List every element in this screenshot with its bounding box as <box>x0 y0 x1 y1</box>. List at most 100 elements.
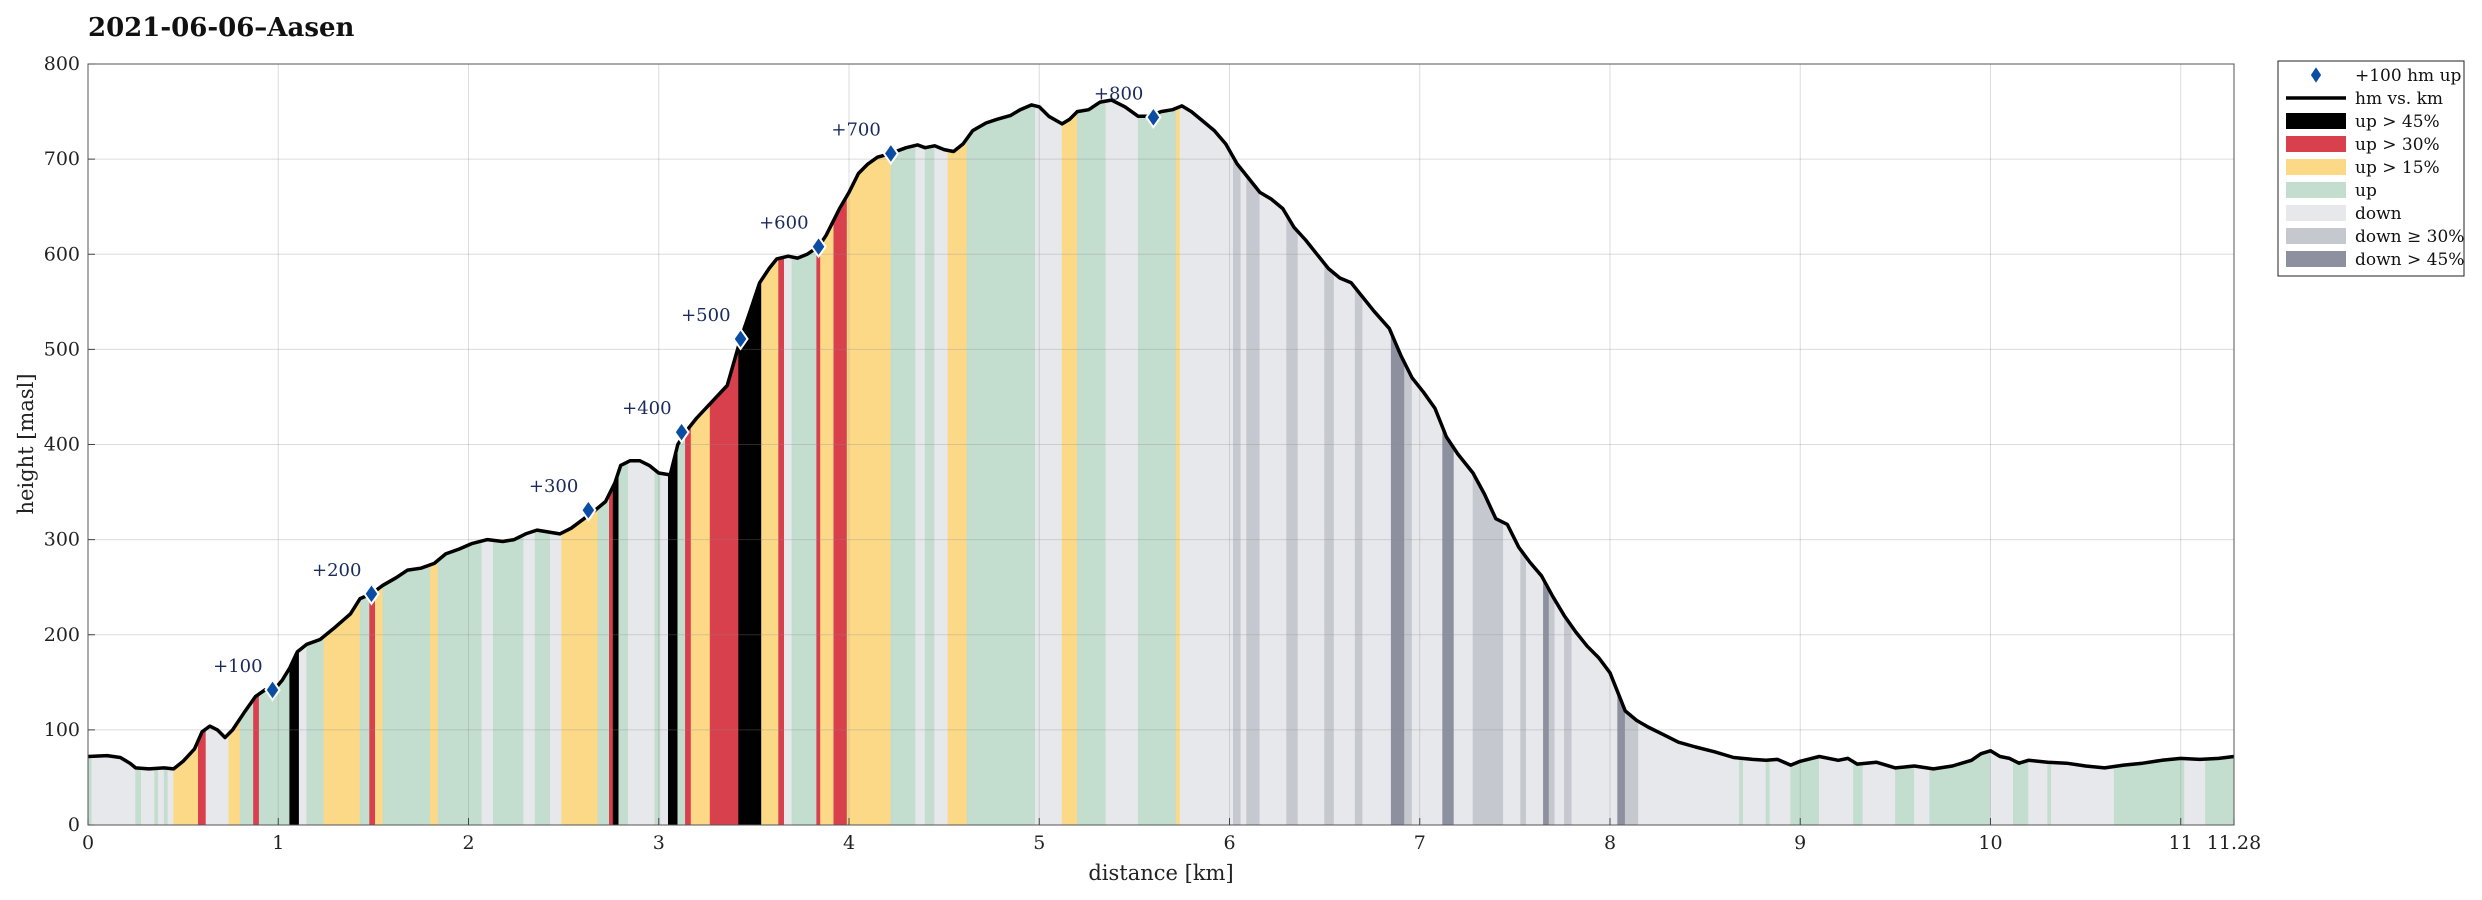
x-axis-label: distance [km] <box>1088 861 1233 885</box>
y-tick-label: 700 <box>44 148 80 170</box>
segment-band-down <box>1297 230 1325 826</box>
segment-band-up30 <box>816 242 821 826</box>
segment-band-down30 <box>1233 156 1242 826</box>
segment-band-down45 <box>1390 332 1405 826</box>
y-tick-label: 200 <box>44 624 80 646</box>
segment-band-down <box>141 767 155 826</box>
segment-band-up45 <box>289 649 300 826</box>
segment-band-down <box>2051 762 2115 826</box>
legend-label-line: hm vs. km <box>2355 89 2443 109</box>
segment-band-down <box>481 539 494 826</box>
milestone-label: +500 <box>681 305 730 326</box>
milestone-label: +100 <box>213 656 262 677</box>
segment-band-down30 <box>1624 710 1639 826</box>
legend-label-up15: up > 15% <box>2355 158 2440 178</box>
segment-band-up15 <box>1061 110 1078 826</box>
x-tick-label: 5 <box>1033 832 1045 854</box>
segment-band-down <box>1742 758 1767 826</box>
milestone-label: +300 <box>529 476 578 497</box>
segment-band-up <box>2047 761 2052 826</box>
segment-band-down <box>1333 272 1356 826</box>
milestone-marker <box>732 327 749 351</box>
segment-band-up30 <box>778 256 785 826</box>
legend-swatch-up30 <box>2286 136 2346 152</box>
segment-band-up <box>135 767 142 826</box>
legend-label-down: down <box>2355 204 2402 224</box>
segment-band-down <box>1554 598 1565 826</box>
segment-band-up <box>597 493 610 826</box>
y-tick-label: 300 <box>44 529 80 551</box>
milestone-marker <box>882 141 900 166</box>
milestone-marker <box>264 678 281 702</box>
x-tick-label: 4 <box>843 832 855 854</box>
segment-band-down <box>1819 756 1854 826</box>
segment-band-down <box>2184 758 2206 826</box>
segment-band-down <box>523 530 536 826</box>
segment-band-down <box>660 473 669 826</box>
segment-band-down <box>2028 759 2048 826</box>
milestone-marker <box>810 234 827 259</box>
segment-band-up <box>791 247 817 826</box>
x-tick-label: 8 <box>1604 832 1616 854</box>
y-tick-label: 400 <box>44 434 80 456</box>
milestone-label: +700 <box>831 119 880 140</box>
segment-band-up <box>1853 761 1864 826</box>
segment-band-up <box>1895 765 1915 826</box>
y-tick-label: 600 <box>44 243 80 265</box>
segment-band-up <box>2013 759 2029 826</box>
segment-band-up <box>2205 756 2235 826</box>
segment-band-up <box>2113 758 2185 826</box>
segment-band-down30 <box>1564 614 1573 826</box>
segment-band-up45 <box>612 471 620 826</box>
segment-band-down <box>1362 296 1392 826</box>
segment-band-up30 <box>369 590 376 826</box>
milestone-marker <box>363 582 380 606</box>
segment-band-down <box>91 755 136 826</box>
segment-band-up <box>534 529 551 826</box>
segment-band-up30 <box>253 693 260 826</box>
segment-band-up15 <box>228 717 241 826</box>
y-tick-label: 500 <box>44 338 80 360</box>
y-tick-label: 800 <box>44 53 80 75</box>
milestone-label: +400 <box>622 398 671 419</box>
segment-band-up <box>437 540 483 826</box>
legend-label-up45: up > 45% <box>2355 112 2440 132</box>
segment-band-up <box>677 431 686 826</box>
segment-band-down30 <box>1286 213 1299 826</box>
segment-band-down <box>628 460 656 826</box>
segment-band-up15 <box>1175 106 1181 826</box>
segment-band-up <box>618 461 629 826</box>
axis-ticks: 0 1 2 3 4 5 6 7 8 9 10 11 11.28 0 100 200 300 400 500 600 70… <box>44 53 2261 854</box>
legend-label-up: up <box>2355 181 2377 201</box>
segment-band-down30 <box>1404 362 1413 826</box>
segment-band-up15 <box>761 258 779 826</box>
segment-band-up <box>1765 759 1771 826</box>
x-tick-label: 11.28 <box>2207 832 2261 854</box>
segment-band-down30 <box>1246 174 1261 826</box>
legend: +100 hm up hm vs. km up > 45% up > 30% up > … <box>2277 60 2465 277</box>
segment-band-up <box>1077 100 1107 826</box>
segment-band-up <box>382 564 431 826</box>
segment-band-up15 <box>430 559 439 826</box>
segment-band-up <box>306 635 325 826</box>
segment-band-up <box>154 767 159 826</box>
x-tick-label: 6 <box>1223 832 1235 854</box>
segment-band-down <box>784 255 793 826</box>
x-tick-label: 1 <box>272 832 284 854</box>
segment-band-up <box>924 145 935 826</box>
profile-line-layer <box>87 98 2235 771</box>
segment-band-down <box>1769 759 1791 826</box>
segment-band-down <box>1990 750 2014 826</box>
segment-band-down <box>205 725 230 826</box>
milestone-marker <box>673 420 690 444</box>
y-tick-label: 100 <box>44 719 80 741</box>
segment-band-down30 <box>1324 262 1335 826</box>
milestone-marker <box>580 498 597 522</box>
y-tick-label: 0 <box>68 814 80 836</box>
segment-band-down <box>1453 447 1474 826</box>
legend-label-down45: down > 45% <box>2355 250 2464 270</box>
segment-band-up <box>1739 757 1744 826</box>
segment-band-up30 <box>609 486 614 826</box>
legend-label-milestone: +100 hm up <box>2355 66 2462 86</box>
x-tick-label: 7 <box>1414 832 1426 854</box>
